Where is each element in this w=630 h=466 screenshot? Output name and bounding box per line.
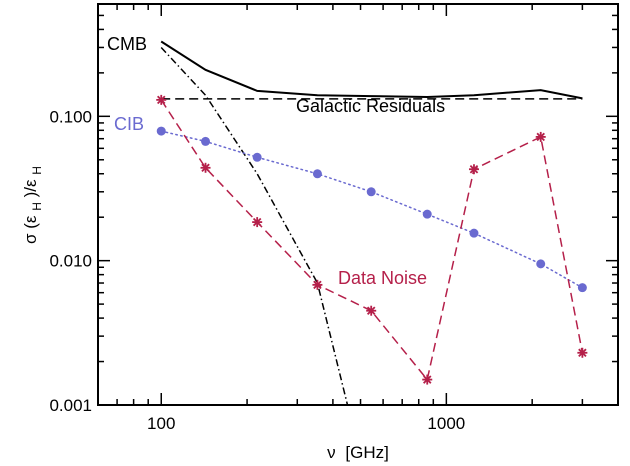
annotation-data-noise: Data Noise: [338, 268, 427, 288]
series-line-cmb-0: [160, 40, 583, 100]
data-point-cib: [577, 283, 587, 293]
data-point-cib: [252, 152, 262, 162]
series-line-cmb-2: [160, 46, 349, 406]
y-axis-label-mid: )/ε: [21, 179, 40, 197]
data-point-data-noise: [535, 131, 546, 142]
data-point-data-noise: [577, 347, 588, 358]
y-axis-label: σ (ε H )/ε H: [21, 166, 45, 244]
y-axis-label-sigma: σ (ε: [21, 215, 40, 244]
labels-layer: CMB Galactic Residuals CIB Data Noise: [107, 34, 445, 288]
y-tick-label: 0.010: [49, 252, 92, 271]
asterisk-stroke: [313, 280, 322, 290]
data-point-cib: [312, 169, 322, 179]
y-tick-label: 0.001: [49, 396, 92, 415]
asterisk-stroke: [201, 163, 210, 173]
data-point-data-noise: [422, 374, 433, 385]
y-tick-label: 0.100: [49, 107, 92, 126]
asterisk-stroke: [252, 217, 262, 227]
annotation-cib: CIB: [114, 114, 144, 134]
data-point-data-noise: [200, 162, 211, 173]
ticks-layer: 100 1000 0.001 0.010 0.100: [49, 4, 619, 433]
x-axis-label-symbol: ν: [327, 443, 336, 462]
asterisk-stroke: [469, 164, 479, 174]
asterisk-stroke: [536, 132, 545, 142]
asterisk-stroke: [157, 95, 166, 105]
data-point-cib: [536, 259, 546, 269]
x-axis-label-unit: [GHz]: [345, 443, 388, 462]
y-axis-label-sub2: H: [30, 166, 44, 175]
asterisk-stroke: [423, 375, 432, 384]
data-point-cib: [469, 228, 479, 238]
data-point-data-noise: [156, 94, 167, 105]
annotation-cmb: CMB: [107, 34, 147, 54]
data-point-cib: [156, 126, 166, 136]
data-point-cib: [422, 209, 432, 219]
y-axis-label-sub1: H: [30, 202, 44, 211]
x-tick-label: 100: [147, 414, 175, 433]
data-point-cib: [201, 136, 211, 146]
x-axis-label: ν [GHz]: [327, 443, 389, 462]
data-point-data-noise: [252, 217, 263, 228]
series-line-cib-3: [160, 130, 584, 289]
annotation-galactic-residuals: Galactic Residuals: [296, 96, 445, 116]
data-point-data-noise: [366, 305, 377, 316]
asterisk-stroke: [578, 348, 587, 358]
asterisk-stroke: [366, 306, 376, 315]
data-point-data-noise: [312, 279, 323, 290]
series-line-data-noise-4: [160, 99, 584, 382]
data-point-cib: [366, 187, 376, 197]
x-tick-label: 1000: [427, 414, 465, 433]
data-point-data-noise: [468, 164, 479, 175]
series-layer: [156, 40, 588, 406]
plot-frame: [97, 3, 619, 406]
